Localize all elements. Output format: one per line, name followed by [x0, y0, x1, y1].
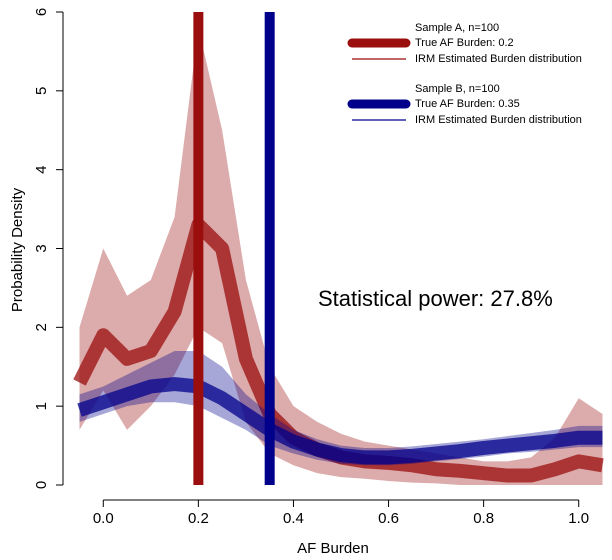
annotation: Statistical power: 27.8% [318, 286, 553, 311]
y-tick-label: 4 [33, 165, 50, 173]
legend-label: True AF Burden: 0.35 [415, 98, 520, 110]
x-tick-label: 0.8 [473, 510, 494, 527]
y-tick-label: 1 [33, 402, 50, 410]
x-tick-label: 0.6 [378, 510, 399, 527]
x-tick-label: 1.0 [568, 510, 589, 527]
legend-label: True AF Burden: 0.2 [415, 37, 514, 49]
legend-label: IRM Estimated Burden distribution [415, 53, 582, 65]
legend-title: Sample A, n=100 [415, 22, 499, 34]
x-axis-label: AF Burden [297, 540, 369, 557]
y-axis-label: Probability Density [9, 187, 26, 312]
density-band [79, 350, 603, 466]
x-tick-label: 0.0 [93, 510, 114, 527]
density-curve [77, 377, 603, 465]
density-band [79, 27, 603, 486]
y-tick-label: 3 [33, 244, 50, 252]
y-tick-label: 0 [33, 481, 50, 489]
x-tick-label: 0.2 [188, 510, 209, 527]
y-tick-label: 6 [33, 8, 50, 16]
x-tick-label: 0.4 [283, 510, 304, 527]
legend-title: Sample B, n=100 [415, 83, 500, 95]
y-tick-label: 5 [33, 87, 50, 95]
y-tick-label: 2 [33, 323, 50, 331]
legend-label: IRM Estimated Burden distribution [415, 114, 582, 126]
